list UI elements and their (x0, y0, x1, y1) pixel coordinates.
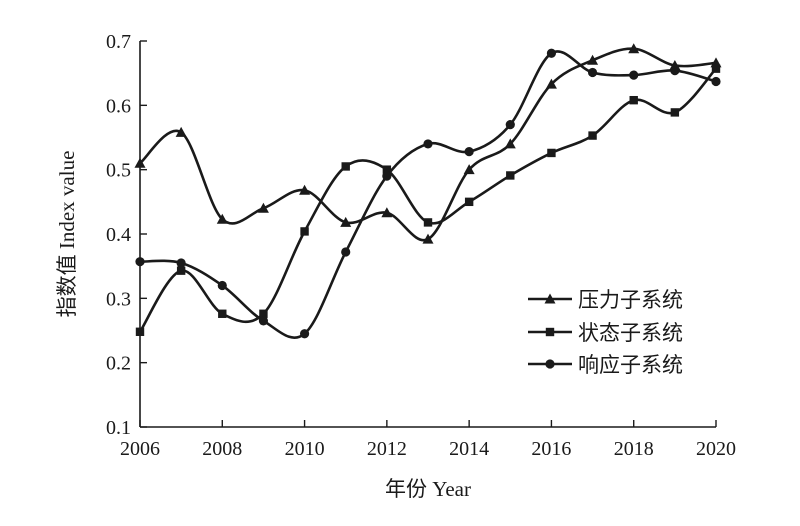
data-point-square (629, 95, 638, 105)
data-point-square (506, 171, 515, 180)
legend-marker-triangle (544, 293, 556, 304)
x-tick-label: 2006 (120, 438, 160, 460)
x-tick-label: 2014 (449, 438, 489, 460)
data-point-square (135, 327, 145, 336)
data-point-square (382, 165, 392, 174)
data-point-circle (176, 258, 186, 268)
data-point-triangle (216, 213, 228, 224)
x-tick-label: 2020 (696, 438, 736, 460)
y-tick-label: 0.7 (106, 31, 131, 53)
data-point-circle (711, 76, 721, 87)
y-axis-label: 指数值 Index value (55, 151, 79, 318)
x-tick-label: 2008 (202, 438, 242, 460)
data-point-square (547, 148, 556, 158)
data-point-triangle (587, 54, 599, 65)
data-point-triangle (340, 216, 352, 227)
data-point-triangle (175, 126, 187, 137)
data-point-circle (587, 67, 598, 78)
data-point-square (176, 266, 186, 275)
data-point-circle (546, 48, 557, 58)
x-axis-label: 年份 Year (385, 477, 471, 501)
legend-marker-circle (545, 359, 555, 369)
y-tick-label: 0.3 (106, 288, 131, 310)
series-response (135, 48, 721, 339)
x-tick-label: 2016 (531, 438, 571, 460)
data-point-triangle (628, 43, 640, 54)
data-point-triangle (257, 202, 269, 213)
data-point-triangle (299, 184, 311, 195)
data-point-square (218, 309, 227, 318)
data-point-square (588, 131, 597, 140)
axes: 0.1 0.2 0.3 0.4 0.5 0.6 0.7 2006 2008 2010 2012 201… (106, 31, 736, 460)
data-point-circle (382, 171, 392, 181)
data-point-square (711, 64, 721, 73)
data-point-circle (505, 120, 515, 130)
series-state (135, 64, 721, 336)
data-point-triangle (463, 164, 475, 175)
data-point-triangle (422, 233, 434, 244)
data-point-circle (217, 280, 227, 291)
legend-label: 压力子系统 (578, 288, 683, 312)
legend-label: 状态子系统 (578, 321, 683, 345)
legend-item-pressure: 压力子系统 (528, 288, 683, 312)
x-tick-label: 2018 (614, 438, 654, 460)
data-point-triangle (504, 138, 516, 149)
data-point-square (464, 197, 474, 207)
data-point-square (259, 309, 268, 318)
y-tick-label: 0.6 (106, 95, 131, 117)
data-point-square (341, 162, 350, 171)
series-line-state (138, 67, 717, 333)
data-point-circle (629, 70, 639, 80)
data-point-square (423, 218, 433, 227)
legend-label: 响应子系统 (578, 353, 683, 377)
y-tick-label: 0.5 (106, 160, 131, 182)
x-tick-label: 2010 (285, 438, 325, 460)
data-point-triangle (381, 207, 393, 218)
y-tick-label: 0.1 (106, 417, 131, 439)
x-tick-label: 2012 (367, 438, 407, 460)
legend-marker-square (545, 327, 555, 337)
data-point-circle (670, 65, 680, 76)
data-point-circle (299, 329, 310, 339)
data-point-triangle (134, 157, 146, 168)
data-point-triangle (545, 78, 557, 89)
legend-item-response: 响应子系统 (528, 353, 683, 377)
y-tick-label: 0.4 (106, 224, 131, 246)
legend-item-state: 状态子系统 (528, 321, 683, 345)
y-tick-label: 0.2 (106, 353, 131, 375)
data-point-square (670, 108, 680, 117)
data-point-square (300, 227, 309, 236)
data-point-circle (423, 139, 433, 149)
data-point-circle (258, 316, 269, 326)
data-point-circle (341, 247, 351, 257)
data-point-circle (464, 147, 474, 157)
data-point-circle (135, 257, 145, 267)
series-layer (134, 43, 722, 339)
series-pressure (134, 43, 722, 244)
